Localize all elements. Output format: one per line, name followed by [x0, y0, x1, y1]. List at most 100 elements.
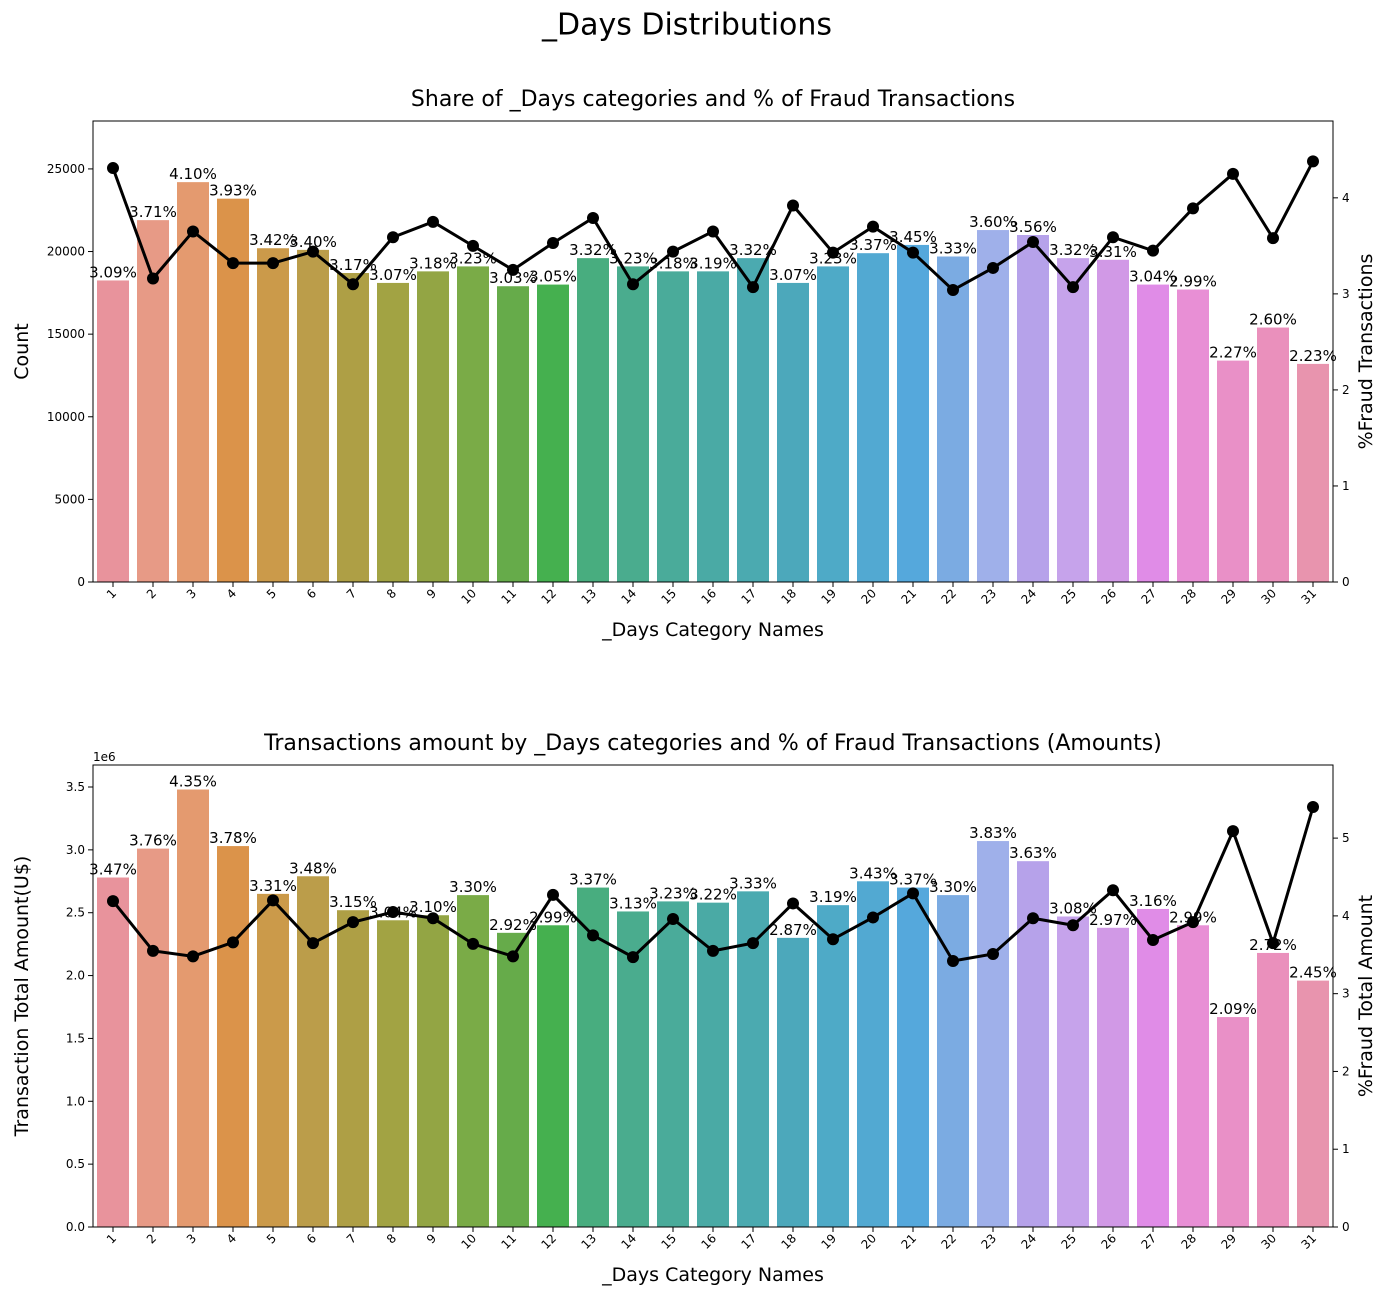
bar-label: 3.09%	[89, 263, 137, 281]
bar	[1137, 284, 1169, 582]
y2-tick-label: 2	[1342, 383, 1350, 397]
line-point	[307, 245, 319, 258]
bar	[297, 876, 329, 1227]
bar-label: 3.23%	[449, 249, 497, 267]
line-point	[547, 888, 559, 901]
bar-label: 3.13%	[609, 894, 657, 912]
x-tick-label: 3	[184, 586, 199, 601]
line-point	[187, 225, 199, 238]
x-tick-label: 26	[1098, 586, 1119, 607]
bar-label: 3.63%	[1009, 844, 1057, 862]
line-point	[707, 225, 719, 238]
y2-tick-label: 2	[1342, 1064, 1350, 1078]
x-tick-label: 15	[658, 586, 679, 607]
bar	[577, 258, 609, 582]
line-point	[1147, 934, 1159, 946]
line-point	[147, 944, 159, 957]
x-tick-label: 25	[1058, 1231, 1079, 1252]
bar-label: 3.19%	[689, 254, 737, 272]
y2-tick-label: 0	[1342, 575, 1350, 589]
bar	[1177, 925, 1209, 1227]
x-tick-label: 11	[498, 1231, 519, 1252]
bar-label: 3.33%	[729, 874, 777, 892]
line-point	[1107, 231, 1119, 244]
line-point	[1307, 801, 1319, 813]
x-tick-label: 30	[1258, 586, 1279, 607]
line-point	[1187, 916, 1199, 929]
bar-label: 3.33%	[929, 239, 977, 257]
bar	[857, 253, 889, 582]
chart-title: Share of _Days categories and % of Fraud…	[411, 87, 1015, 112]
line-point	[1067, 281, 1079, 294]
bar-label: 3.23%	[609, 249, 657, 267]
y2-tick-label: 0	[1342, 1220, 1350, 1234]
bar	[977, 841, 1009, 1227]
bar-label: 2.99%	[1169, 908, 1217, 926]
y-tick-label: 0.0	[66, 1220, 85, 1234]
bar	[777, 282, 809, 582]
y-tick-label: 1.0	[66, 1094, 85, 1108]
bar	[937, 256, 969, 582]
bar-label: 3.37%	[849, 236, 897, 254]
line-point	[307, 937, 319, 950]
bar	[457, 895, 489, 1227]
line-point	[1307, 155, 1319, 168]
x-tick-label: 6	[304, 1231, 319, 1246]
bar	[937, 895, 969, 1227]
bar	[857, 881, 889, 1227]
bar-label: 2.92%	[489, 916, 537, 934]
x-axis-label: _Days Category Names	[601, 1264, 824, 1286]
x-tick-label: 8	[384, 586, 399, 601]
line-point	[1027, 912, 1039, 925]
bar-label: 3.31%	[1089, 243, 1137, 261]
bar	[1097, 927, 1129, 1227]
bar	[1217, 360, 1249, 582]
x-tick-label: 28	[1178, 586, 1199, 607]
line-point	[1227, 167, 1239, 180]
bar	[1057, 916, 1089, 1227]
bar-label: 3.08%	[1049, 899, 1097, 917]
bar	[1177, 289, 1209, 582]
bar-label: 2.09%	[1209, 1000, 1257, 1018]
x-tick-label: 20	[858, 1231, 879, 1252]
bar-label: 3.60%	[969, 213, 1017, 231]
bar-label: 2.60%	[1249, 311, 1297, 329]
bar	[737, 258, 769, 582]
bar	[497, 932, 529, 1227]
bar-label: 3.18%	[649, 254, 697, 272]
bar-label: 3.45%	[889, 228, 937, 246]
y2-tick-label: 3	[1342, 987, 1350, 1001]
bar-label: 3.43%	[849, 864, 897, 882]
y-tick-label: 25000	[47, 162, 85, 176]
y-tick-label: 0.5	[66, 1157, 85, 1171]
x-tick-label: 10	[458, 586, 479, 607]
bar-label: 3.56%	[1009, 218, 1057, 236]
bar-label: 2.45%	[1289, 964, 1337, 982]
x-tick-label: 9	[424, 1231, 439, 1246]
x-tick-label: 1	[104, 1231, 119, 1246]
x-tick-label: 13	[578, 1231, 599, 1252]
y-tick-label: 5000	[54, 492, 85, 506]
x-tick-label: 3	[184, 1231, 199, 1246]
bar-label: 3.32%	[1049, 241, 1097, 259]
x-tick-label: 14	[618, 1231, 639, 1252]
line-point	[667, 245, 679, 258]
bar	[1017, 235, 1049, 583]
y2-axis-label: %Fraud Total Amount	[1355, 895, 1377, 1097]
x-tick-label: 22	[938, 1231, 959, 1252]
bar-label: 3.37%	[889, 871, 937, 889]
bar-label: 3.23%	[649, 884, 697, 902]
line-point	[547, 236, 559, 249]
y-tick-label: 20000	[47, 245, 85, 259]
bar	[617, 266, 649, 582]
bar	[177, 182, 209, 582]
line-point	[907, 246, 919, 259]
bar-label: 4.35%	[169, 773, 217, 791]
y-tick-label: 10000	[47, 410, 85, 424]
bar-label: 3.48%	[289, 859, 337, 877]
x-tick-label: 21	[898, 586, 919, 607]
x-tick-label: 15	[658, 1231, 679, 1252]
bar	[657, 271, 689, 582]
bar-label: 3.15%	[329, 893, 377, 911]
